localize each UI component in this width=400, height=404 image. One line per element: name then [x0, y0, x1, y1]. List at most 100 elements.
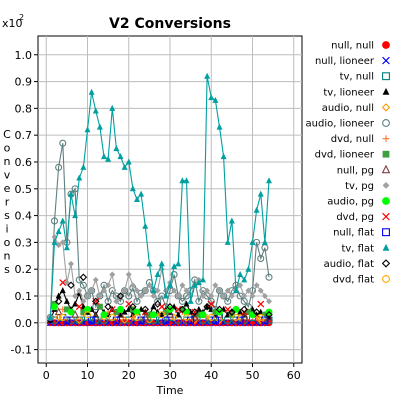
data-point-dvd-flat	[158, 311, 166, 319]
data-point-audio-flat	[91, 297, 100, 306]
data-point-null-pg	[116, 310, 125, 318]
legend-marker-audio-flat	[381, 259, 391, 268]
data-point-tv-null	[182, 316, 191, 324]
legend-marker-null-lioneer	[382, 56, 390, 65]
data-point-tv-pg	[171, 287, 178, 294]
data-point-tv-flat	[179, 177, 186, 184]
data-point-audio-lioneer	[59, 139, 67, 147]
y-axis-label-char: e	[4, 182, 11, 195]
legend-marker-null-null	[382, 41, 390, 49]
legend-marker-dvd-null	[382, 135, 390, 142]
data-point-audio-flat	[265, 310, 273, 319]
data-point-tv-flat	[129, 185, 136, 192]
data-point-tv-pg	[216, 287, 223, 294]
data-point-audio-null	[236, 313, 244, 322]
data-point-tv-lioneer	[183, 300, 190, 307]
data-point-dvd-lioneer	[245, 309, 252, 316]
data-point-tv-flat	[121, 163, 128, 170]
data-point-tv-flat	[224, 238, 231, 245]
data-point-tv-flat	[249, 238, 256, 245]
data-point-tv-flat	[47, 313, 54, 320]
data-point-audio-lioneer	[178, 297, 186, 305]
data-point-tv-flat	[167, 281, 173, 288]
data-point-audio-null	[54, 313, 63, 322]
data-point-audio-flat	[153, 300, 162, 308]
data-point-tv-pg	[80, 298, 87, 305]
data-point-audio-flat	[252, 308, 261, 316]
data-point-tv-flat	[101, 153, 107, 160]
data-point-null-pg	[54, 307, 63, 316]
data-point-tv-flat	[253, 206, 260, 213]
data-point-audio-lioneer	[257, 254, 265, 263]
legend-label-audio-flat: audio, flat	[324, 259, 374, 270]
x-tick-label: 30	[163, 369, 177, 382]
x-tick-label: 10	[81, 369, 95, 382]
series-line-tv-flat	[49, 76, 270, 318]
data-point-tv-pg	[55, 242, 62, 249]
data-point-audio-null	[75, 316, 84, 324]
y-axis-label-char: o	[4, 236, 11, 249]
x-tick-label: 50	[246, 369, 260, 382]
legend-label-dvd-lioneer: dvd, lioneer	[315, 150, 375, 161]
data-point-dvd-pg	[75, 303, 83, 311]
data-point-dvd-flat	[133, 313, 141, 321]
data-point-tv-pg	[84, 292, 91, 299]
grid	[38, 36, 302, 363]
legend-label-tv-flat: tv, flat	[341, 243, 374, 254]
legend-marker-null-flat	[382, 228, 390, 237]
x-tick-label: 60	[287, 369, 301, 382]
data-point-tv-pg	[109, 271, 116, 278]
data-point-tv-flat	[92, 107, 99, 114]
y-tick-label: 0.3	[15, 236, 33, 249]
data-point-dvd-flat	[207, 313, 215, 321]
data-point-tv-flat	[55, 228, 62, 235]
data-point-tv-pg	[253, 282, 260, 289]
data-point-tv-flat	[200, 276, 206, 283]
data-point-dvd-lioneer	[179, 306, 186, 313]
legend-label-audio-pg: audio, pg	[327, 197, 374, 208]
data-point-dvd-pg	[92, 297, 100, 305]
data-point-audio-lioneer	[154, 297, 162, 305]
y-tick-label: 0.4	[15, 210, 33, 223]
data-point-dvd-null	[129, 314, 136, 321]
data-point-dvd-pg	[191, 308, 199, 316]
data-point-tv-null	[67, 316, 75, 324]
legend-label-null-null: null, null	[331, 41, 374, 52]
data-point-tv-flat	[96, 123, 103, 130]
data-point-audio-pg	[51, 303, 58, 311]
y-tick-label: 0.1	[15, 290, 33, 303]
data-point-audio-lioneer	[125, 292, 133, 300]
legend-marker-null-pg	[381, 164, 391, 174]
data-point-tv-flat	[187, 297, 194, 304]
data-point-dvd-flat	[257, 313, 265, 321]
data-point-tv-flat	[257, 190, 264, 197]
data-point-tv-pg	[249, 292, 256, 299]
data-point-audio-flat	[104, 302, 112, 311]
data-point-audio-pg	[199, 311, 207, 319]
data-point-tv-pg	[76, 287, 83, 294]
data-point-audio-flat	[166, 302, 174, 311]
y-axis-label: Conversions	[3, 128, 11, 276]
data-point-tv-flat	[113, 145, 120, 152]
data-point-tv-flat	[171, 263, 178, 270]
data-point-tv-pg	[92, 276, 99, 283]
data-point-tv-lioneer	[158, 311, 165, 318]
y-axis-label-char: r	[5, 196, 10, 209]
y-axis-label-char: i	[5, 223, 8, 236]
data-point-tv-lioneer	[237, 308, 244, 315]
data-point-tv-flat	[72, 212, 79, 219]
data-point-null-pg	[166, 310, 174, 318]
data-point-audio-pg	[117, 305, 124, 313]
series-audio-flat	[54, 273, 273, 319]
data-point-audio-flat	[116, 292, 125, 300]
data-point-audio-flat	[215, 305, 224, 314]
y-axis-label-char: n	[4, 155, 11, 168]
data-point-tv-flat	[80, 163, 87, 170]
data-point-tv-pg	[129, 282, 136, 289]
legend-marker-dvd-lioneer	[382, 150, 390, 158]
data-point-dvd-pg	[59, 279, 67, 287]
data-point-tv-lioneer	[117, 311, 124, 318]
data-point-audio-lioneer	[55, 163, 63, 171]
data-point-tv-flat	[216, 123, 223, 130]
